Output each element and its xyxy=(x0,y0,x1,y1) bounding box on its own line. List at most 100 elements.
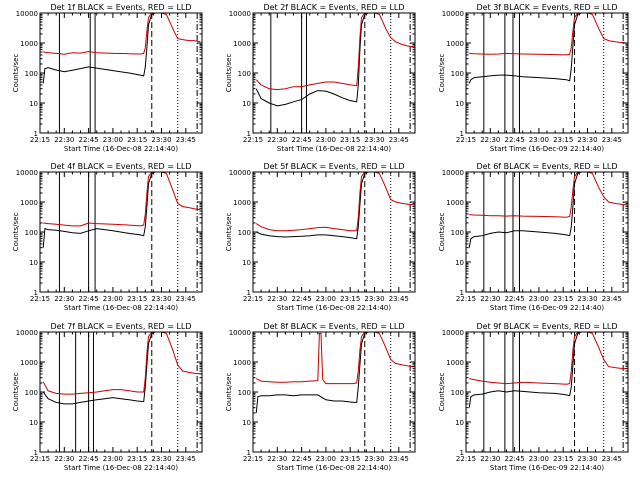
y-axis-label: Counts/sec xyxy=(225,54,233,93)
y-tick-label: 10000 xyxy=(16,10,38,18)
y-tick-label: 10000 xyxy=(442,10,464,18)
events-series-line xyxy=(468,12,627,84)
x-tick-label: 22:45 xyxy=(505,455,525,463)
x-axis-label: Start Time (16-Dec-08 22:14:40) xyxy=(64,464,178,472)
y-tick-label: 10 xyxy=(242,259,251,267)
x-tick-label: 23:15 xyxy=(127,136,147,144)
x-tick-label: 22:15 xyxy=(30,136,50,144)
x-tick-label: 22:45 xyxy=(79,136,99,144)
x-tick-label: 22:30 xyxy=(54,455,74,463)
y-tick-label: 100 xyxy=(238,70,251,78)
y-tick-label: 1 xyxy=(460,449,464,457)
y-tick-label: 1 xyxy=(247,449,251,457)
x-tick-label: 22:45 xyxy=(505,295,525,303)
y-tick-label: 1 xyxy=(247,130,251,138)
x-tick-label: 23:15 xyxy=(127,455,147,463)
x-tick-label: 23:15 xyxy=(127,295,147,303)
det-panel-3: Det 3f BLACK = Events, RED = LLD 1 10 100 10… xyxy=(438,3,629,153)
lld-series-line xyxy=(255,171,414,232)
y-tick-label: 1 xyxy=(460,289,464,297)
x-tick-label: 22:30 xyxy=(267,136,287,144)
x-tick-label: 22:15 xyxy=(243,136,263,144)
lld-series-line xyxy=(43,12,201,55)
y-tick-label: 10 xyxy=(455,259,464,267)
y-axis-label: Counts/sec xyxy=(438,373,446,412)
det-panel-4: Det 4f BLACK = Events, RED = LLD 1 10 100 10… xyxy=(12,162,203,312)
y-tick-label: 10000 xyxy=(229,10,251,18)
x-tick-label: 23:15 xyxy=(553,136,573,144)
det-panel-1: Det 1f BLACK = Events, RED = LLD 1 10 100 10… xyxy=(12,3,203,153)
events-series-line xyxy=(255,331,414,414)
events-series-line xyxy=(42,12,201,84)
y-tick-label: 10000 xyxy=(442,169,464,177)
y-tick-label: 1 xyxy=(34,449,38,457)
y-tick-label: 10 xyxy=(29,419,38,427)
y-axis-label: Counts/sec xyxy=(438,213,446,252)
y-tick-label: 10000 xyxy=(16,329,38,337)
panel-title: Det 2f BLACK = Events, RED = LLD xyxy=(263,3,404,12)
x-tick-label: 23:30 xyxy=(151,136,171,144)
panel-title: Det 8f BLACK = Events, RED = LLD xyxy=(263,322,404,331)
y-tick-label: 1 xyxy=(34,130,38,138)
x-tick-label: 23:00 xyxy=(103,295,123,303)
y-tick-label: 10 xyxy=(29,259,38,267)
x-tick-label: 23:45 xyxy=(602,295,622,303)
x-tick-label: 23:30 xyxy=(577,136,597,144)
x-tick-label: 22:15 xyxy=(30,295,50,303)
y-axis-label: Counts/sec xyxy=(438,54,446,93)
det-panel-6: Det 6f BLACK = Events, RED = LLD 1 10 100 10… xyxy=(438,162,629,312)
y-tick-label: 100 xyxy=(25,70,38,78)
det-panel-2: Det 2f BLACK = Events, RED = LLD 1 10 100 10… xyxy=(225,3,416,153)
panel-title: Det 9f BLACK = Events, RED = LLD xyxy=(476,322,617,331)
x-tick-label: 23:30 xyxy=(364,455,384,463)
x-tick-label: 23:30 xyxy=(577,455,597,463)
x-tick-label: 23:30 xyxy=(151,295,171,303)
x-tick-label: 22:30 xyxy=(54,136,74,144)
x-axis-label: Start Time (16-Dec-09 22:14:40) xyxy=(490,304,604,312)
y-tick-label: 1000 xyxy=(233,40,251,48)
panel-title: Det 6f BLACK = Events, RED = LLD xyxy=(476,162,617,171)
x-tick-label: 23:00 xyxy=(529,455,549,463)
events-series-line xyxy=(42,171,201,248)
det-panel-8: Det 8f BLACK = Events, RED = LLD 1 10 100 10… xyxy=(225,322,416,472)
x-axis-label: Start Time (16-Dec-09 22:14:40) xyxy=(490,145,604,153)
y-tick-label: 1000 xyxy=(233,359,251,367)
y-tick-label: 1000 xyxy=(233,199,251,207)
x-tick-label: 23:15 xyxy=(340,136,360,144)
x-tick-label: 22:30 xyxy=(267,455,287,463)
x-tick-label: 23:45 xyxy=(602,136,622,144)
events-series-line xyxy=(468,331,627,408)
x-tick-label: 23:30 xyxy=(364,295,384,303)
x-tick-label: 22:45 xyxy=(79,455,99,463)
y-tick-label: 100 xyxy=(451,389,464,397)
y-tick-label: 100 xyxy=(451,70,464,78)
y-tick-label: 10 xyxy=(455,100,464,108)
x-tick-label: 22:15 xyxy=(243,295,263,303)
y-axis-label: Counts/sec xyxy=(12,54,20,93)
y-tick-label: 10000 xyxy=(16,169,38,177)
x-tick-label: 23:00 xyxy=(103,136,123,144)
x-tick-label: 22:45 xyxy=(505,136,525,144)
lld-series-line xyxy=(469,171,627,218)
x-tick-label: 23:00 xyxy=(103,455,123,463)
y-tick-label: 100 xyxy=(451,229,464,237)
x-tick-label: 23:30 xyxy=(151,455,171,463)
x-tick-label: 23:45 xyxy=(176,455,196,463)
panel-title: Det 1f BLACK = Events, RED = LLD xyxy=(50,3,191,12)
y-tick-label: 100 xyxy=(238,389,251,397)
x-tick-label: 23:30 xyxy=(364,136,384,144)
y-tick-label: 1000 xyxy=(20,359,38,367)
y-tick-label: 10 xyxy=(242,100,251,108)
x-tick-label: 23:45 xyxy=(389,136,409,144)
x-tick-label: 22:30 xyxy=(480,455,500,463)
y-tick-label: 1000 xyxy=(446,199,464,207)
x-tick-label: 22:15 xyxy=(243,455,263,463)
lld-series-line xyxy=(255,331,414,385)
x-axis-label: Start Time (16-Dec-08 22:14:40) xyxy=(64,145,178,153)
x-tick-label: 23:15 xyxy=(553,295,573,303)
y-axis-label: Counts/sec xyxy=(225,373,233,412)
x-tick-label: 23:45 xyxy=(389,455,409,463)
y-axis-label: Counts/sec xyxy=(12,373,20,412)
x-tick-label: 23:30 xyxy=(577,295,597,303)
x-tick-label: 23:15 xyxy=(553,455,573,463)
